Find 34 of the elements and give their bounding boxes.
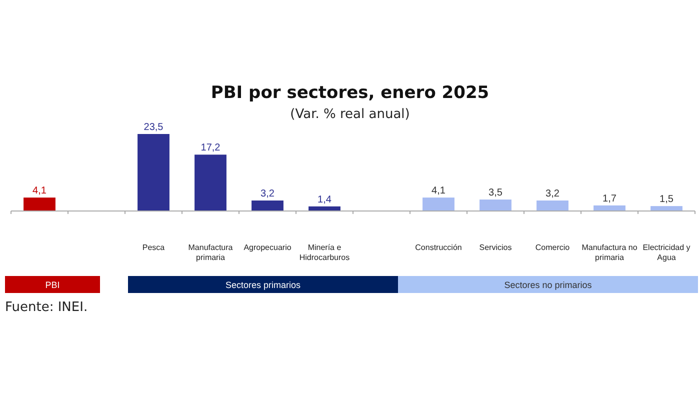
- bar: [650, 206, 682, 211]
- chart-subtitle: (Var. % real anual): [290, 107, 410, 122]
- data-label: 3,2: [260, 188, 275, 200]
- x-tick-label: Minería e Hidrocarburos: [299, 243, 350, 262]
- bar: [594, 205, 626, 211]
- data-label: 1,5: [660, 194, 674, 206]
- chart-title: PBI por sectores, enero 2025: [210, 83, 490, 103]
- x-tick-label: Servicios: [479, 243, 512, 252]
- x-tick-label: Electricidad y Agua: [642, 243, 690, 262]
- data-label: 3,2: [546, 188, 560, 200]
- data-label: 17,2: [200, 142, 221, 154]
- data-label: 23,5: [144, 122, 164, 133]
- x-tick-label: Comercio: [535, 243, 570, 252]
- bar: [536, 200, 568, 211]
- data-label: 1,7: [602, 193, 617, 204]
- bar: [422, 198, 454, 211]
- source-note: Fuente: INEI.: [5, 300, 88, 315]
- bar: [24, 198, 56, 211]
- bar: [480, 200, 512, 211]
- bar: [138, 134, 170, 211]
- data-label: 1,4: [318, 194, 332, 206]
- x-tick-label: Manufactura no primaria: [582, 243, 638, 262]
- data-label: 3,5: [488, 188, 503, 199]
- text: Sectores primarios: [225, 280, 302, 290]
- x-tick-label: Manufactura primaria: [188, 243, 234, 262]
- text: PBI: [45, 280, 60, 290]
- x-tick-label: Construcción: [415, 243, 462, 252]
- text: Sectores no primarios: [504, 280, 592, 290]
- data-label: 4,1: [432, 186, 446, 197]
- bar: [252, 200, 284, 211]
- x-tick-label: Pesca: [142, 243, 166, 252]
- x-tick-label: Agropecuario: [244, 243, 292, 252]
- data-label: 4,1: [32, 186, 47, 197]
- bar: [194, 154, 226, 211]
